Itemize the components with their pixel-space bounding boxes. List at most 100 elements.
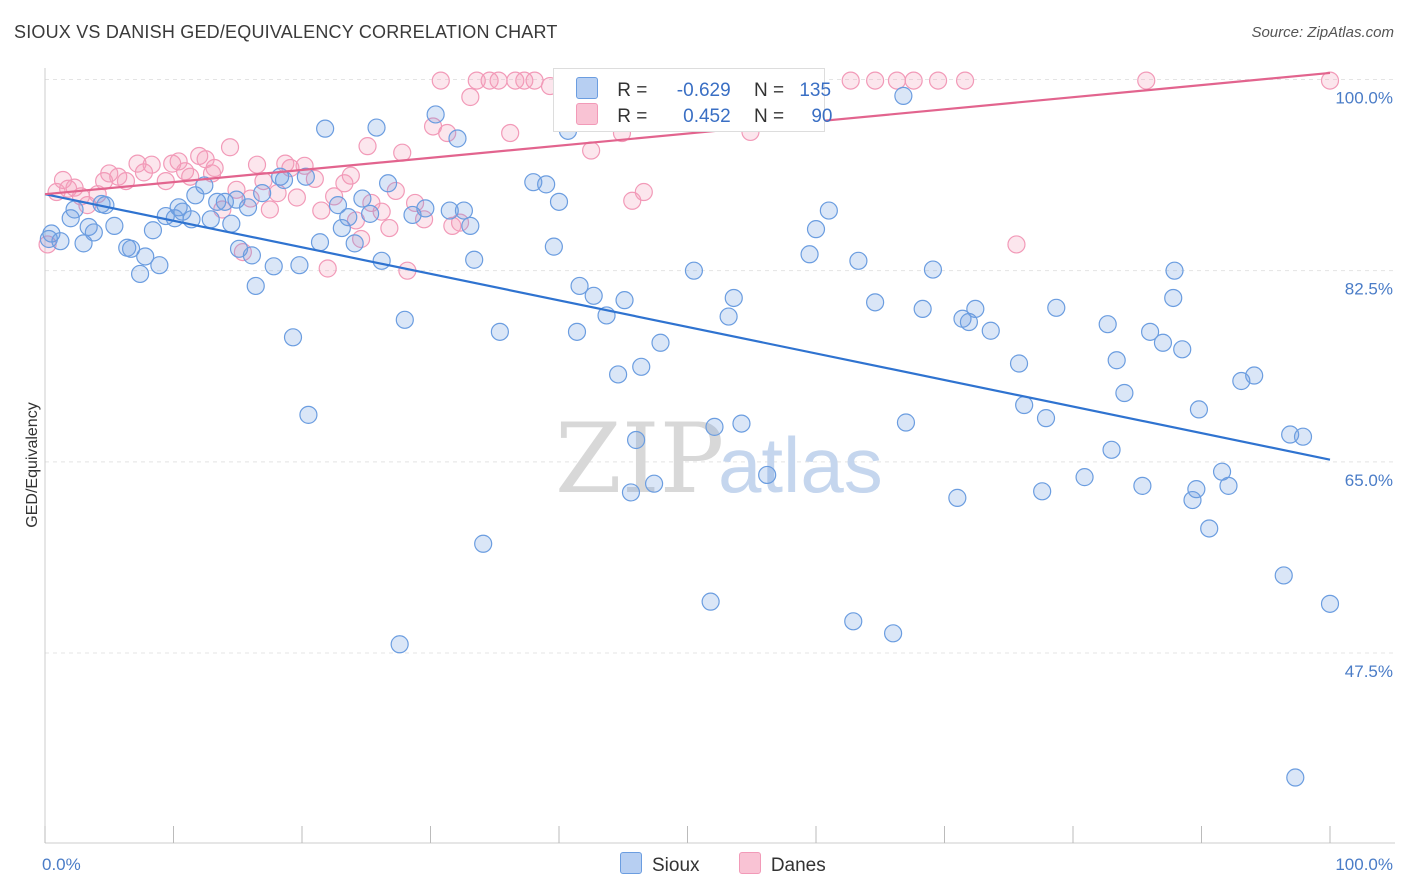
sioux-point-4 — [65, 200, 84, 219]
danes-point-14 — [142, 155, 161, 174]
sioux-point-6 — [79, 217, 98, 237]
sioux-point-37 — [283, 328, 303, 347]
sioux-point-61 — [465, 250, 484, 269]
legend-row-sioux: R = -0.629 N = 135 — [576, 77, 831, 101]
sioux-point-112 — [1115, 383, 1134, 403]
sioux-point-107 — [1047, 298, 1066, 317]
sioux-point-51 — [378, 174, 398, 193]
series-legend: Sioux Danes — [620, 852, 860, 877]
gridlines — [45, 79, 1395, 654]
danes-point-65 — [515, 71, 534, 90]
sioux-point-98 — [948, 488, 967, 507]
danes-point-66 — [525, 71, 544, 90]
sioux-point-131 — [1320, 594, 1340, 613]
sioux-point-116 — [1164, 288, 1183, 308]
sioux-point-56 — [426, 105, 445, 124]
legend-sioux-label: Sioux — [652, 855, 700, 876]
sioux-point-73 — [609, 365, 628, 384]
sioux-point-85 — [732, 414, 751, 433]
danes-point-31 — [260, 200, 279, 219]
chart-title: SIOUX VS DANISH GED/EQUIVALENCY CORRELAT… — [14, 22, 558, 42]
sioux-point-60 — [461, 216, 480, 235]
sioux-point-103 — [1009, 354, 1029, 373]
sioux-point-130 — [1293, 427, 1313, 446]
danes-point-86 — [904, 71, 923, 90]
danes-point-26 — [227, 180, 246, 199]
sioux-point-16 — [150, 256, 169, 275]
sioux-point-30 — [238, 198, 258, 217]
sioux-point-105 — [1033, 482, 1052, 501]
sioux-point-82 — [705, 417, 724, 436]
sioux-trend-line — [44, 193, 1331, 461]
sioux-point-75 — [621, 483, 641, 502]
axes — [44, 68, 1395, 844]
danes-point-42 — [341, 166, 360, 185]
chart-source: Source: ZipAtlas.com — [1251, 24, 1394, 41]
danes-point-74 — [634, 182, 653, 202]
y-tick-label-2: 65.0% — [1345, 471, 1393, 490]
sioux-point-90 — [844, 612, 863, 631]
sioux-point-87 — [800, 245, 819, 264]
sioux-point-96 — [913, 299, 932, 318]
danes-point-70 — [582, 141, 601, 160]
sioux-point-48 — [361, 204, 380, 223]
danes-point-87 — [928, 71, 948, 90]
sioux-point-120 — [1187, 480, 1206, 499]
sioux-point-101 — [966, 299, 985, 318]
sioux-point-24 — [201, 210, 220, 229]
x-tick-label-0: 0.0% — [42, 855, 81, 874]
sioux-point-3 — [61, 209, 80, 228]
danes-swatch — [576, 103, 598, 125]
danes-point-63 — [501, 123, 520, 143]
y-tick-labels: 100.0% 82.5% 65.0% 47.5% — [1335, 89, 1393, 682]
sioux-point-109 — [1098, 315, 1117, 334]
danes-point-38 — [312, 201, 331, 220]
danes-r-value: 0.452 — [683, 106, 731, 127]
sioux-point-25 — [208, 192, 227, 211]
danes-point-83 — [841, 71, 860, 90]
sioux-point-121 — [1189, 400, 1209, 419]
sioux-point-122 — [1200, 519, 1219, 538]
sioux-point-26 — [215, 192, 234, 211]
sioux-point-108 — [1075, 468, 1094, 487]
watermark: ZIP atlas — [555, 403, 883, 515]
legend-item-danes: Danes — [738, 852, 826, 877]
sioux-point-91 — [849, 251, 868, 270]
sioux-point-80 — [684, 261, 704, 280]
sioux-n-value: 135 — [799, 80, 832, 101]
sioux-point-88 — [806, 220, 826, 239]
danes-point-91 — [1320, 71, 1340, 90]
sioux-point-127 — [1274, 566, 1293, 585]
sioux-point-47 — [353, 189, 372, 208]
y-tick-label-1: 82.5% — [1345, 280, 1393, 299]
danes-point-59 — [461, 87, 480, 107]
sioux-point-114 — [1140, 322, 1160, 341]
sioux-points — [39, 86, 1340, 787]
danes-r-label: R = — [617, 106, 648, 127]
danes-point-89 — [1007, 235, 1026, 254]
danes-point-17 — [169, 152, 188, 171]
danes-point-45 — [358, 137, 377, 156]
sioux-point-45 — [339, 208, 358, 227]
danes-point-35 — [287, 188, 306, 207]
sioux-point-27 — [222, 214, 241, 233]
sioux-point-34 — [264, 257, 283, 276]
sioux-point-124 — [1219, 476, 1238, 495]
danes-point-40 — [325, 187, 344, 206]
sioux-point-106 — [1036, 409, 1056, 428]
sioux-point-59 — [454, 201, 474, 220]
sioux-point-58 — [448, 129, 467, 148]
sioux-point-71 — [584, 286, 603, 305]
danes-trend-line — [44, 71, 1331, 196]
legend-danes-swatch — [738, 852, 761, 874]
sioux-point-113 — [1133, 476, 1152, 495]
sioux-point-102 — [981, 321, 1000, 340]
legend-item-sioux: Sioux — [620, 852, 700, 877]
sioux-point-63 — [490, 322, 509, 341]
danes-point-47 — [372, 202, 391, 221]
legend-sioux-swatch — [620, 852, 642, 874]
sioux-point-41 — [310, 233, 330, 252]
sioux-point-66 — [544, 237, 563, 256]
danes-point-88 — [955, 71, 975, 90]
sioux-point-50 — [372, 251, 391, 270]
